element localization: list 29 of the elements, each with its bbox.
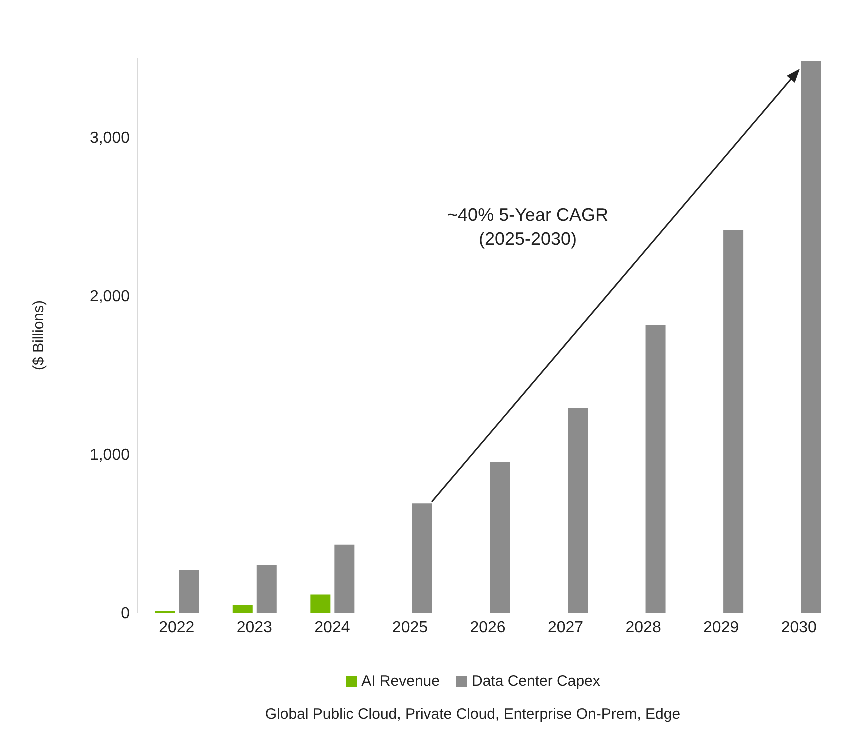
y-tick-label: 0 <box>121 606 130 623</box>
y-tick-label: 1,000 <box>90 447 130 464</box>
x-tick-label: 2026 <box>470 619 506 636</box>
annotation: ~40% 5-Year CAGR (2025-2030) <box>446 204 610 251</box>
y-tick-label: 2,000 <box>90 288 130 306</box>
bar <box>724 230 744 613</box>
x-tick-label: 2029 <box>704 619 740 636</box>
bar <box>801 61 822 613</box>
bar <box>412 504 432 613</box>
bar <box>179 570 200 613</box>
bar <box>256 565 277 613</box>
bar <box>646 325 666 613</box>
x-tick-label: 2025 <box>392 619 428 636</box>
legend-label: Data Center Capex <box>470 673 600 690</box>
x-tick-label: 2022 <box>159 619 195 636</box>
x-tick-label: 2030 <box>781 619 818 636</box>
bar <box>310 594 331 613</box>
bar <box>232 605 253 613</box>
y-axis-title: ($ Billions) <box>30 300 48 371</box>
x-tick-label: 2028 <box>626 619 662 636</box>
x-tick-label: 2023 <box>236 619 273 636</box>
x-tick-label: 2027 <box>548 619 584 636</box>
bar <box>568 408 588 613</box>
bar <box>334 544 355 613</box>
bar <box>490 462 510 613</box>
legend-label: AI Revenue <box>360 673 440 690</box>
text: Global Public Cloud, Private Cloud, Enterprise On-Prem, Edge <box>264 706 682 723</box>
y-tick-label: 3,000 <box>90 130 130 147</box>
x-tick-label: 2024 <box>314 619 350 636</box>
